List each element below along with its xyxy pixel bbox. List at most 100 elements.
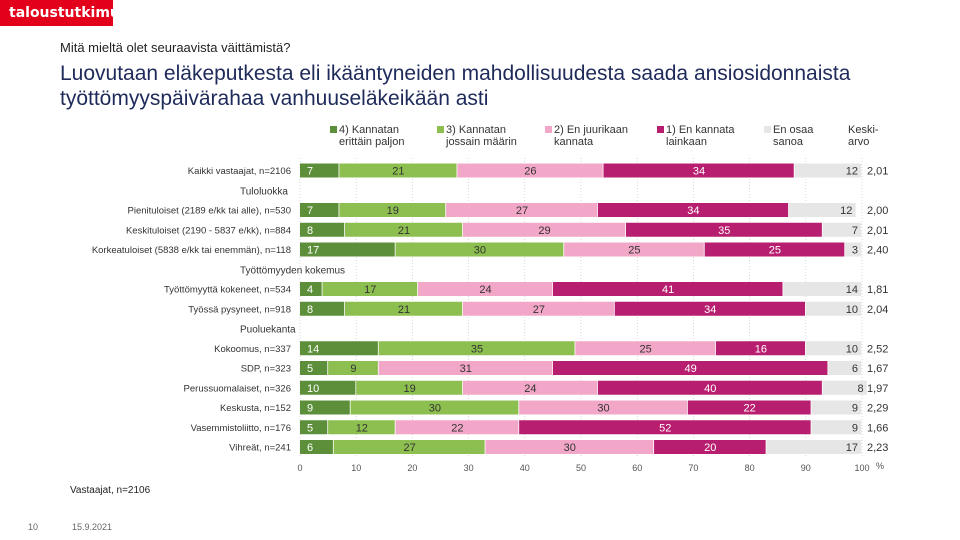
legend-swatch: [657, 126, 664, 133]
bar-segment: [418, 282, 553, 296]
bar-value-label: 20: [704, 442, 716, 454]
bar-value-label: 7: [307, 166, 313, 178]
bar-value-label: 19: [387, 205, 399, 217]
bar-value-label: 30: [597, 403, 609, 415]
legend-swatch: [330, 126, 337, 133]
row-label: Korkeatuloiset (5838 e/kk tai enemmän), …: [92, 245, 291, 256]
bar-segment: [300, 341, 378, 356]
bar-value-label: 8: [307, 225, 313, 237]
bar-segment: [462, 380, 598, 395]
x-tick-label: 30: [464, 463, 474, 473]
bar-value-label: 8: [857, 383, 863, 395]
bar-value-label: 52: [659, 422, 671, 434]
bar-value-label: 21: [398, 225, 410, 237]
row-label: Kaikki vastaajat, n=2106: [188, 166, 291, 177]
bar-value-label: 17: [846, 442, 858, 454]
bar-segment: [339, 163, 457, 178]
bar-segment: [333, 440, 485, 454]
bar-segment: [300, 301, 345, 316]
page-number: 10: [28, 522, 39, 532]
bar-segment: [339, 203, 446, 217]
bar-value-label: 5: [307, 422, 313, 434]
bar-value-label: 35: [718, 225, 730, 237]
row-mean-value: 2,01: [867, 166, 888, 178]
bar-segment: [356, 380, 463, 395]
bar-value-label: 30: [429, 403, 441, 415]
bar-segment: [322, 282, 418, 296]
bar-segment: [462, 301, 614, 316]
bar-value-label: 27: [516, 205, 528, 217]
row-mean-value: 2,29: [867, 403, 888, 415]
row-mean-value: 1,66: [867, 422, 888, 434]
legend: 4) Kannatan erittäin paljon 3) Kannatan jos…: [330, 124, 814, 148]
bar-value-label: 30: [564, 442, 576, 454]
bar-value-label: 8: [307, 304, 313, 316]
bar-value-label: 25: [769, 245, 781, 257]
bar-segment: [687, 400, 811, 415]
bar-value-label: 5: [307, 363, 313, 375]
bar-value-label: 29: [538, 225, 550, 237]
row-label: Työttömyyttä kokeneet, n=534: [164, 285, 291, 296]
legend-swatch: [764, 126, 771, 133]
row-label: Perussuomalaiset, n=326: [184, 383, 291, 394]
bar-segment: [564, 242, 704, 257]
bar-value-label: 22: [451, 422, 463, 434]
bar-segment: [575, 341, 716, 356]
row-mean-value: 1,81: [867, 284, 888, 296]
bar-segment: [350, 400, 519, 415]
row-mean-value: 2,04: [867, 304, 888, 316]
bar-value-label: 12: [840, 205, 852, 217]
bars: 7 21 26 34 127 19 27 34 128 21 29 35 717 30 25 25 34 17 24…: [300, 163, 867, 454]
x-tick-label: 80: [745, 463, 755, 473]
bar-value-label: 40: [704, 383, 716, 395]
bar-segment: [625, 222, 822, 237]
bar-value-label: 34: [704, 304, 716, 316]
x-tick-label: 20: [407, 463, 417, 473]
mean-header: Keski-arvo: [848, 124, 879, 148]
bar-segment: [811, 400, 862, 415]
legend-label: 4) Kannatan erittäin paljon: [339, 124, 404, 148]
bar-value-label: 19: [403, 383, 415, 395]
bar-value-label: 7: [852, 225, 858, 237]
bar-segment: [300, 440, 333, 454]
legend-label: En osaa sanoa: [773, 124, 814, 148]
bar-value-label: 9: [350, 363, 356, 375]
bar-segment: [597, 380, 822, 395]
bar-segment: [395, 242, 564, 257]
bar-value-label: 34: [687, 205, 699, 217]
row-labels: Kaikki vastaajat, n=2106 2,01 Tuloluokka Pi…: [92, 166, 889, 455]
legend-label: 2) En juurikaan kannata: [554, 124, 628, 148]
group-heading: Tuloluokka: [240, 186, 288, 197]
bar-value-label: 10: [846, 304, 858, 316]
bar-value-label: 30: [474, 245, 486, 257]
bar-segment: [328, 361, 378, 375]
bar-value-label: 21: [392, 166, 404, 178]
bar-segment: [597, 203, 789, 217]
bar-segment: [457, 163, 603, 178]
row-mean-value: 2,23: [867, 442, 888, 454]
x-tick-label: 60: [632, 463, 642, 473]
x-tick-label: 70: [688, 463, 698, 473]
bar-segment: [344, 222, 463, 237]
bar-segment: [794, 163, 862, 178]
bar-value-label: 17: [307, 245, 319, 257]
bar-value-label: 41: [662, 284, 674, 296]
bar-segment: [462, 222, 626, 237]
brand-logo: taloustutkimus: [0, 0, 128, 26]
bar-segment: [552, 361, 828, 375]
row-label: SDP, n=323: [241, 364, 291, 375]
bar-segment: [603, 163, 794, 178]
bar-value-label: 25: [628, 245, 640, 257]
x-unit-label: %: [876, 461, 884, 471]
bar-segment: [378, 341, 575, 356]
row-label: Vihreät, n=241: [229, 443, 291, 454]
bar-segment: [715, 341, 805, 356]
bar-segment: [614, 301, 805, 316]
bar-segment: [519, 400, 687, 415]
bar-value-label: 3: [852, 245, 858, 257]
row-label: Työssä pysyneet, n=918: [188, 304, 291, 315]
bar-segment: [788, 203, 856, 217]
bar-segment: [300, 282, 322, 296]
bar-value-label: 49: [684, 363, 696, 375]
